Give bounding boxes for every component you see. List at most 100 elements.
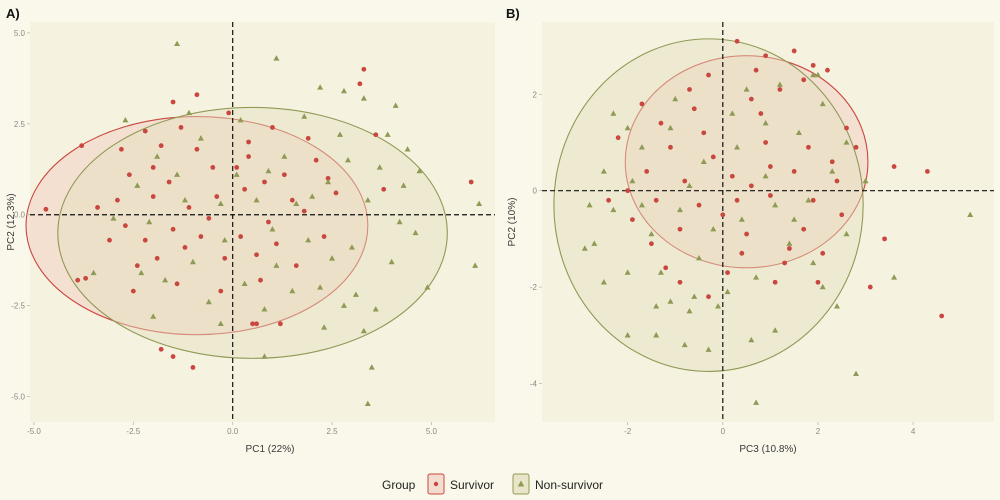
non-survivor-point xyxy=(221,236,228,243)
survivor-point xyxy=(226,110,232,116)
non-survivor-point xyxy=(819,283,826,290)
non-survivor-point xyxy=(710,226,717,232)
non-survivor-point xyxy=(360,327,367,334)
survivor-point xyxy=(763,53,769,59)
non-survivor-point xyxy=(412,229,419,236)
x-tick-label: -2 xyxy=(624,427,632,436)
confidence-ellipse-survivor xyxy=(25,115,369,336)
non-survivor-point xyxy=(638,201,645,208)
survivor-point xyxy=(305,135,311,141)
survivor-point xyxy=(729,173,735,179)
x-axis-title-a: PC1 (22%) xyxy=(246,444,295,455)
non-survivor-point xyxy=(261,353,268,359)
non-survivor-point xyxy=(337,131,343,137)
non-survivor-point xyxy=(753,274,760,280)
survivor-point xyxy=(210,165,216,170)
non-survivor-point xyxy=(388,258,395,265)
survivor-point xyxy=(791,168,797,174)
non-survivor-point xyxy=(738,216,745,222)
survivor-point xyxy=(95,205,100,210)
non-survivor-point xyxy=(791,216,798,222)
non-survivor-point xyxy=(610,206,617,213)
non-survivor-point xyxy=(600,168,607,174)
non-survivor-point xyxy=(653,332,660,338)
y-tick-label: -5.0 xyxy=(11,393,25,402)
survivor-point xyxy=(325,175,331,181)
survivor-point xyxy=(829,159,835,165)
survivor-point xyxy=(214,194,220,199)
non-survivor-point xyxy=(154,153,161,159)
legend-item-non-survivor: Non-survivor xyxy=(512,473,603,495)
x-tick-label: 2 xyxy=(816,427,821,436)
survivor-point xyxy=(701,130,707,136)
non-survivor-point xyxy=(829,168,836,174)
non-survivor-point xyxy=(762,120,769,126)
survivor-point xyxy=(677,226,683,232)
non-survivor-point xyxy=(189,258,196,265)
survivor-point xyxy=(810,62,816,68)
survivor-point xyxy=(166,179,172,185)
non-survivor-point xyxy=(729,110,736,116)
survivor-point xyxy=(801,77,807,83)
survivor-point xyxy=(734,38,740,44)
x-axis-title-b: PC3 (10.8%) xyxy=(739,444,796,455)
survivor-point xyxy=(706,294,711,300)
survivor-point xyxy=(206,215,212,221)
survivor-point xyxy=(782,260,788,266)
non-survivor-point xyxy=(843,230,850,237)
y-tick-label: 2 xyxy=(533,90,538,99)
y-tick-label: 0.0 xyxy=(14,211,26,220)
survivor-point xyxy=(301,208,307,214)
y-tick-label: 2.5 xyxy=(14,120,26,129)
non-survivor-point xyxy=(667,124,674,131)
non-survivor-point xyxy=(853,370,860,377)
panel-b-tag: B) xyxy=(506,6,520,21)
non-survivor-point xyxy=(396,218,403,225)
survivor-point xyxy=(281,172,287,178)
survivor-point xyxy=(706,72,711,78)
non-survivor-point xyxy=(273,55,280,61)
survivor-point xyxy=(126,172,132,178)
non-survivor-point xyxy=(610,110,617,116)
non-survivor-point xyxy=(416,167,423,174)
non-survivor-point xyxy=(776,81,783,87)
legend-title: Group xyxy=(382,478,416,492)
survivor-point xyxy=(820,250,826,256)
non-survivor-point xyxy=(205,298,212,305)
survivor-point xyxy=(222,255,228,261)
non-survivor-point xyxy=(843,139,850,145)
non-survivor-point xyxy=(862,177,869,184)
x-tick-label: 5.0 xyxy=(426,427,438,436)
survivor-point xyxy=(75,277,81,283)
survivor-point xyxy=(107,237,112,243)
non-survivor-point xyxy=(681,341,688,348)
non-survivor-point xyxy=(217,200,224,207)
non-survivor-point xyxy=(476,200,483,207)
survivor-point xyxy=(194,92,200,98)
confidence-ellipse-non-survivor xyxy=(553,38,864,372)
x-tick-label: 4 xyxy=(911,427,916,436)
survivor-point xyxy=(174,281,180,287)
survivor-point xyxy=(83,275,89,281)
survivor-point xyxy=(625,188,631,194)
non-survivor-point xyxy=(472,262,479,268)
y-tick-label: -4 xyxy=(530,379,538,388)
survivor-point xyxy=(150,165,156,170)
survivor-point xyxy=(333,190,339,196)
survivor-point xyxy=(668,144,673,150)
non-survivor-point xyxy=(638,144,645,150)
survivor-point xyxy=(687,87,692,92)
non-survivor-point xyxy=(134,182,141,188)
survivor-point xyxy=(720,212,726,218)
non-survivor-point xyxy=(384,131,391,137)
survivor-point xyxy=(801,226,807,232)
non-survivor-point xyxy=(325,178,332,185)
panel-b: -2 0 2 4 -4 -2 0 2 B) PC3 (10.8%) PC2 (10%) xyxy=(506,6,994,455)
survivor-point xyxy=(234,165,240,170)
non-survivor-point xyxy=(657,269,664,275)
non-survivor-point xyxy=(364,400,371,407)
non-survivor-point xyxy=(891,274,898,280)
non-survivor-point xyxy=(197,135,204,141)
non-survivor-point xyxy=(743,86,750,92)
non-survivor-point xyxy=(795,129,802,136)
